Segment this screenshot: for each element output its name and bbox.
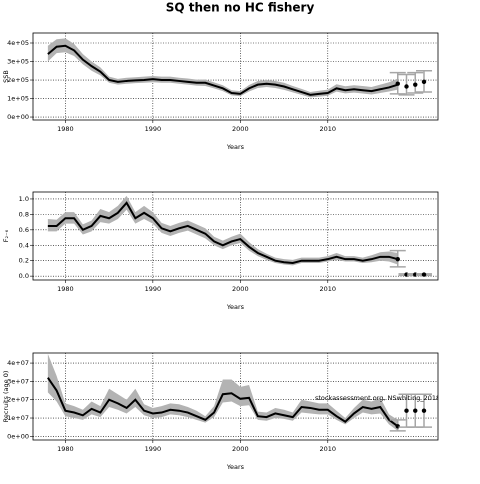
projection-point <box>413 82 418 87</box>
confidence-band <box>47 195 398 266</box>
confidence-band <box>47 353 398 431</box>
y-axis-label: Recruits (age 0) <box>2 371 10 423</box>
confidence-band <box>47 38 398 98</box>
y-tick-label: 3e+05 <box>7 58 29 66</box>
y-tick-label: 0.2 <box>19 257 29 265</box>
projection-point <box>404 272 409 277</box>
series-line <box>47 201 399 265</box>
x-axis-label: Years <box>226 303 245 311</box>
x-tick-label: 2010 <box>320 445 337 453</box>
annotation-clip: stockassessment.org, NSwhiting_2018_upda… <box>315 394 480 402</box>
y-tick-label: 1e+07 <box>7 414 29 422</box>
projection-point <box>421 408 427 413</box>
x-tick-label: 2010 <box>320 285 337 293</box>
projection-point <box>413 272 418 277</box>
plot-frame <box>32 32 439 121</box>
projection-point <box>395 256 400 262</box>
y-axis-label: F₂₋₆ <box>2 229 10 242</box>
figure-title: SQ then no HC fishery <box>166 1 315 15</box>
y-axis-label: SSB <box>2 70 10 83</box>
projection-point <box>404 408 409 413</box>
x-tick-label: 2000 <box>232 285 249 293</box>
projection-point <box>421 272 427 277</box>
y-tick-label: 2e+05 <box>7 76 29 84</box>
y-tick-label: 4e+05 <box>7 39 29 47</box>
y-tick-label: 4e+07 <box>7 359 29 367</box>
projection-point <box>404 84 409 89</box>
x-axis-label: Years <box>226 143 245 151</box>
plot-frame <box>32 352 439 441</box>
data-layer <box>47 353 433 432</box>
x-tick-label: 1990 <box>145 445 162 453</box>
x-tick-label: 1990 <box>145 285 162 293</box>
y-tick-label: 0.4 <box>19 241 29 249</box>
projection-point <box>395 81 400 86</box>
x-tick-label: 2000 <box>232 445 249 453</box>
y-tick-label: 3e+07 <box>7 377 29 385</box>
y-tick-label: 0.6 <box>19 226 29 234</box>
x-axis-label: Years <box>226 463 245 471</box>
data-layer <box>47 195 433 277</box>
x-tick-label: 1980 <box>57 125 74 133</box>
projection-point <box>413 408 418 413</box>
panel: 0e+00 1e+05 2e+05 3e+05 4e+05 1980 1990 2000 201… <box>2 32 439 151</box>
annotation: stockassessment.org, NSwhiting_2018_upda… <box>315 394 480 402</box>
series-line <box>47 377 399 428</box>
x-tick-label: 1990 <box>145 125 162 133</box>
y-tick-label: 2e+07 <box>7 396 29 404</box>
series-line <box>47 44 399 96</box>
y-tick-label: 0.8 <box>19 210 29 218</box>
plot-frame <box>32 191 439 281</box>
data-layer <box>47 38 433 98</box>
x-tick-label: 1980 <box>57 445 74 453</box>
panel: 0.0 0.2 0.4 0.6 0.8 1.0 1980 1990 2000 2010 Years F… <box>2 191 439 311</box>
y-tick-label: 0e+00 <box>7 432 29 440</box>
x-tick-label: 2010 <box>320 125 337 133</box>
y-tick-label: 1.0 <box>19 195 29 203</box>
panel: 0e+00 1e+07 2e+07 3e+07 4e+07 1980 1990 2000 201… <box>2 352 480 471</box>
y-tick-label: 0.0 <box>19 272 29 280</box>
x-tick-label: 1980 <box>57 285 74 293</box>
y-tick-label: 1e+05 <box>7 95 29 103</box>
x-tick-label: 2000 <box>232 125 249 133</box>
y-tick-label: 0e+00 <box>7 113 29 121</box>
projection-point <box>421 79 427 85</box>
